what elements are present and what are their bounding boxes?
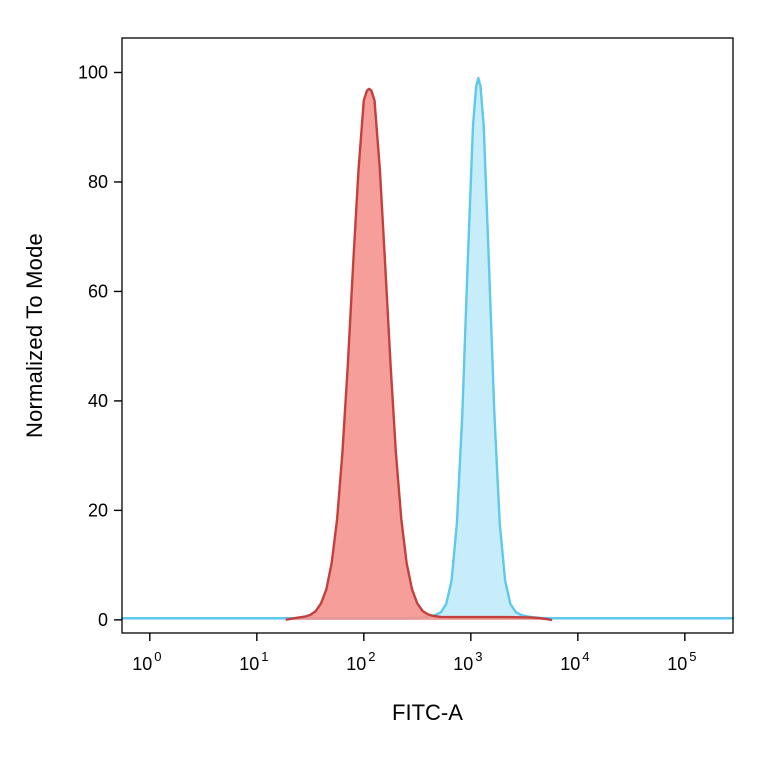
cyan-peak-outline [120, 76, 735, 620]
x-tick-label: 10 2 [346, 649, 375, 674]
x-tick-label: 10 0 [132, 649, 161, 674]
y-tick-label: 100 [78, 62, 108, 82]
y-tick-label: 20 [88, 500, 108, 520]
x-axis-title: FITC-A [392, 700, 463, 725]
y-tick-label: 60 [88, 281, 108, 301]
x-tick-label: 10 4 [560, 649, 589, 674]
x-tick-label: 10 3 [453, 649, 482, 674]
plot-border [121, 37, 734, 634]
red-peak-outline [285, 87, 553, 622]
red-peak-fill [286, 88, 552, 620]
y-tick-label: 80 [88, 172, 108, 192]
x-tick-label: 10 1 [239, 649, 268, 674]
y-axis-title: Normalized To Mode [22, 233, 47, 438]
x-tick-label: 10 5 [667, 649, 696, 674]
cyan-peak-fill [122, 78, 733, 620]
y-tick-label: 0 [98, 610, 108, 630]
y-tick-label: 40 [88, 391, 108, 411]
